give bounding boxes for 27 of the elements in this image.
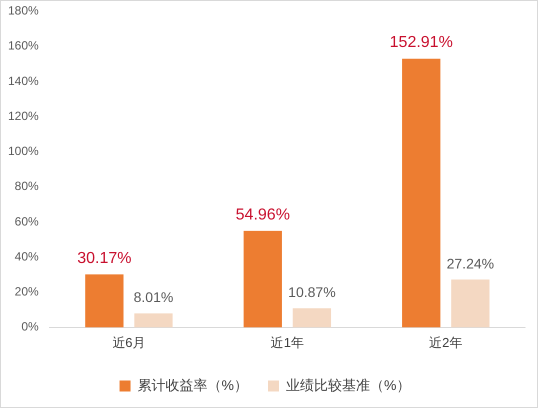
data-label: 27.24%: [446, 255, 494, 272]
x-tick-label: 近1年: [270, 334, 304, 350]
y-tick-label: 40%: [14, 249, 40, 264]
bar: [85, 274, 124, 328]
data-label: 10.87%: [288, 284, 336, 300]
y-tick-label: 80%: [14, 179, 40, 194]
legend-label: 业绩比较基准（%）: [286, 376, 410, 393]
x-tick-label: 近6月: [112, 334, 146, 350]
data-label: 8.01%: [134, 289, 174, 306]
y-tick-label: 100%: [8, 144, 40, 158]
y-tick-label: 60%: [14, 214, 40, 228]
y-tick-label: 140%: [8, 74, 40, 88]
data-label: 152.91%: [390, 34, 453, 52]
x-tick-label: 近2年: [429, 334, 462, 350]
y-tick-label: 180%: [8, 4, 40, 18]
bar: [134, 313, 173, 328]
y-tick-label: 120%: [8, 108, 40, 123]
y-tick-label: 0%: [21, 320, 40, 334]
legend-label: 累计收益率（%）: [138, 376, 248, 393]
bar: [451, 280, 490, 328]
bar: [244, 230, 282, 328]
data-label: 54.96%: [236, 206, 290, 224]
data-label: 30.17%: [77, 250, 132, 267]
y-tick-label: 160%: [8, 38, 40, 53]
y-tick-label: 20%: [14, 284, 40, 299]
bar: [402, 58, 440, 328]
bar: [292, 308, 332, 328]
